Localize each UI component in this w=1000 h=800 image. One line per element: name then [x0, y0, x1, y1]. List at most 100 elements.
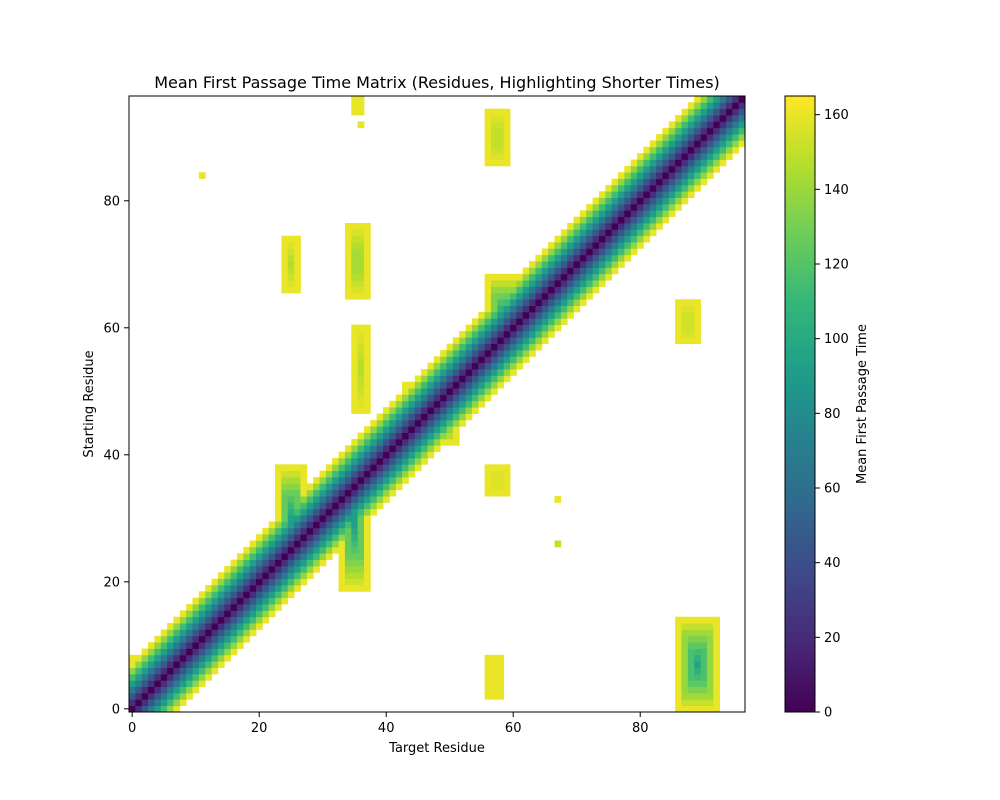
heatmap-cell [344, 457, 352, 465]
heatmap-cell [694, 159, 701, 167]
heatmap-cell [306, 540, 314, 548]
heatmap-cell [383, 464, 390, 472]
heatmap-cell [357, 96, 365, 103]
heatmap-cell [567, 229, 574, 237]
heatmap-cell [344, 578, 352, 586]
heatmap-cell [471, 324, 479, 332]
heatmap-cell [249, 616, 257, 624]
heatmap-cell [224, 591, 232, 599]
heatmap-cell [529, 330, 536, 338]
heatmap-cell [681, 191, 689, 199]
heatmap-cell [198, 667, 206, 675]
heatmap-cell [427, 413, 435, 421]
heatmap-cell [287, 470, 295, 478]
heatmap-cell [598, 235, 606, 243]
heatmap-cell [579, 254, 587, 262]
heatmap-cell [681, 629, 689, 637]
heatmap-cell [694, 648, 701, 656]
heatmap-cell [516, 343, 524, 351]
heatmap-cell [687, 654, 695, 662]
heatmap-cell [236, 578, 244, 586]
heatmap-cell [446, 438, 454, 446]
heatmap-cell [687, 140, 695, 148]
heatmap-cell [687, 159, 695, 167]
heatmap-cell [217, 591, 225, 599]
heatmap-cell [344, 464, 352, 472]
heatmap-cell [497, 153, 505, 160]
heatmap-cell [205, 661, 212, 668]
heatmap-cell [357, 280, 365, 287]
heatmap-cell [211, 584, 219, 592]
heatmap-cell [268, 534, 276, 541]
heatmap-cell [662, 184, 670, 192]
heatmap-cell [541, 337, 549, 345]
heatmap-cell [198, 604, 206, 611]
heatmap-cell [249, 565, 257, 573]
heatmap-cell [497, 680, 505, 687]
heatmap-cell [141, 692, 149, 700]
heatmap-cell [484, 394, 492, 402]
heatmap-cell [440, 369, 447, 376]
heatmap-cell [706, 108, 714, 116]
heatmap-cell [637, 191, 644, 199]
heatmap-cell [351, 559, 359, 567]
heatmap-cell [319, 496, 327, 503]
heatmap-cell [357, 394, 365, 402]
heatmap-cell [262, 559, 270, 567]
heatmap-cell [535, 343, 543, 351]
heatmap-cell [598, 223, 606, 230]
heatmap-cell [459, 413, 466, 421]
heatmap-cell [510, 292, 517, 300]
heatmap-cell [668, 184, 676, 192]
heatmap-cell [484, 115, 492, 122]
heatmap-cell [554, 311, 562, 319]
heatmap-cell [541, 273, 549, 281]
heatmap-cell [490, 470, 498, 478]
heatmap-cell [560, 286, 568, 294]
heatmap-cell [713, 642, 720, 649]
heatmap-cell [548, 292, 555, 300]
heatmap-cell [370, 502, 378, 510]
heatmap-cell [287, 483, 295, 491]
heatmap-cell [611, 248, 619, 256]
heatmap-cell [224, 642, 232, 649]
heatmap-cell [230, 572, 238, 580]
heatmap-cell [129, 692, 136, 700]
heatmap-cell [713, 159, 720, 167]
heatmap-cell [465, 407, 473, 414]
heatmap-cell [478, 369, 486, 376]
heatmap-cell [503, 362, 511, 370]
heatmap-cell [306, 559, 314, 567]
heatmap-cell [351, 483, 359, 491]
heatmap-cell [376, 464, 384, 472]
heatmap-cell [414, 413, 422, 421]
heatmap-cell [281, 597, 289, 605]
heatmap-cell [217, 648, 225, 656]
heatmap-cell [471, 375, 479, 383]
heatmap-cell [408, 394, 416, 402]
heatmap-cell [725, 153, 733, 160]
heatmap-cell [319, 534, 327, 541]
heatmap-cell [440, 432, 447, 440]
heatmap-cell [173, 623, 181, 630]
heatmap-cell [497, 134, 505, 141]
heatmap-cell [383, 477, 390, 484]
heatmap-cell [573, 286, 581, 294]
heatmap-cell [440, 381, 447, 389]
heatmap-cell [446, 388, 454, 395]
heatmap-cell [205, 604, 212, 611]
heatmap-cell [275, 565, 282, 573]
heatmap-cell [687, 673, 695, 681]
heatmap-cell [256, 623, 263, 630]
heatmap-cell [510, 318, 517, 326]
heatmap-cell [656, 178, 663, 186]
heatmap-cell [370, 451, 378, 459]
heatmap-cell [446, 432, 454, 440]
heatmap-cell [230, 635, 238, 643]
heatmap-cell [643, 191, 651, 199]
heatmap-cell [681, 318, 689, 326]
heatmap-cell [319, 546, 327, 554]
heatmap-cell [516, 337, 524, 345]
heatmap-cell [503, 318, 511, 326]
heatmap-cell [344, 292, 352, 300]
